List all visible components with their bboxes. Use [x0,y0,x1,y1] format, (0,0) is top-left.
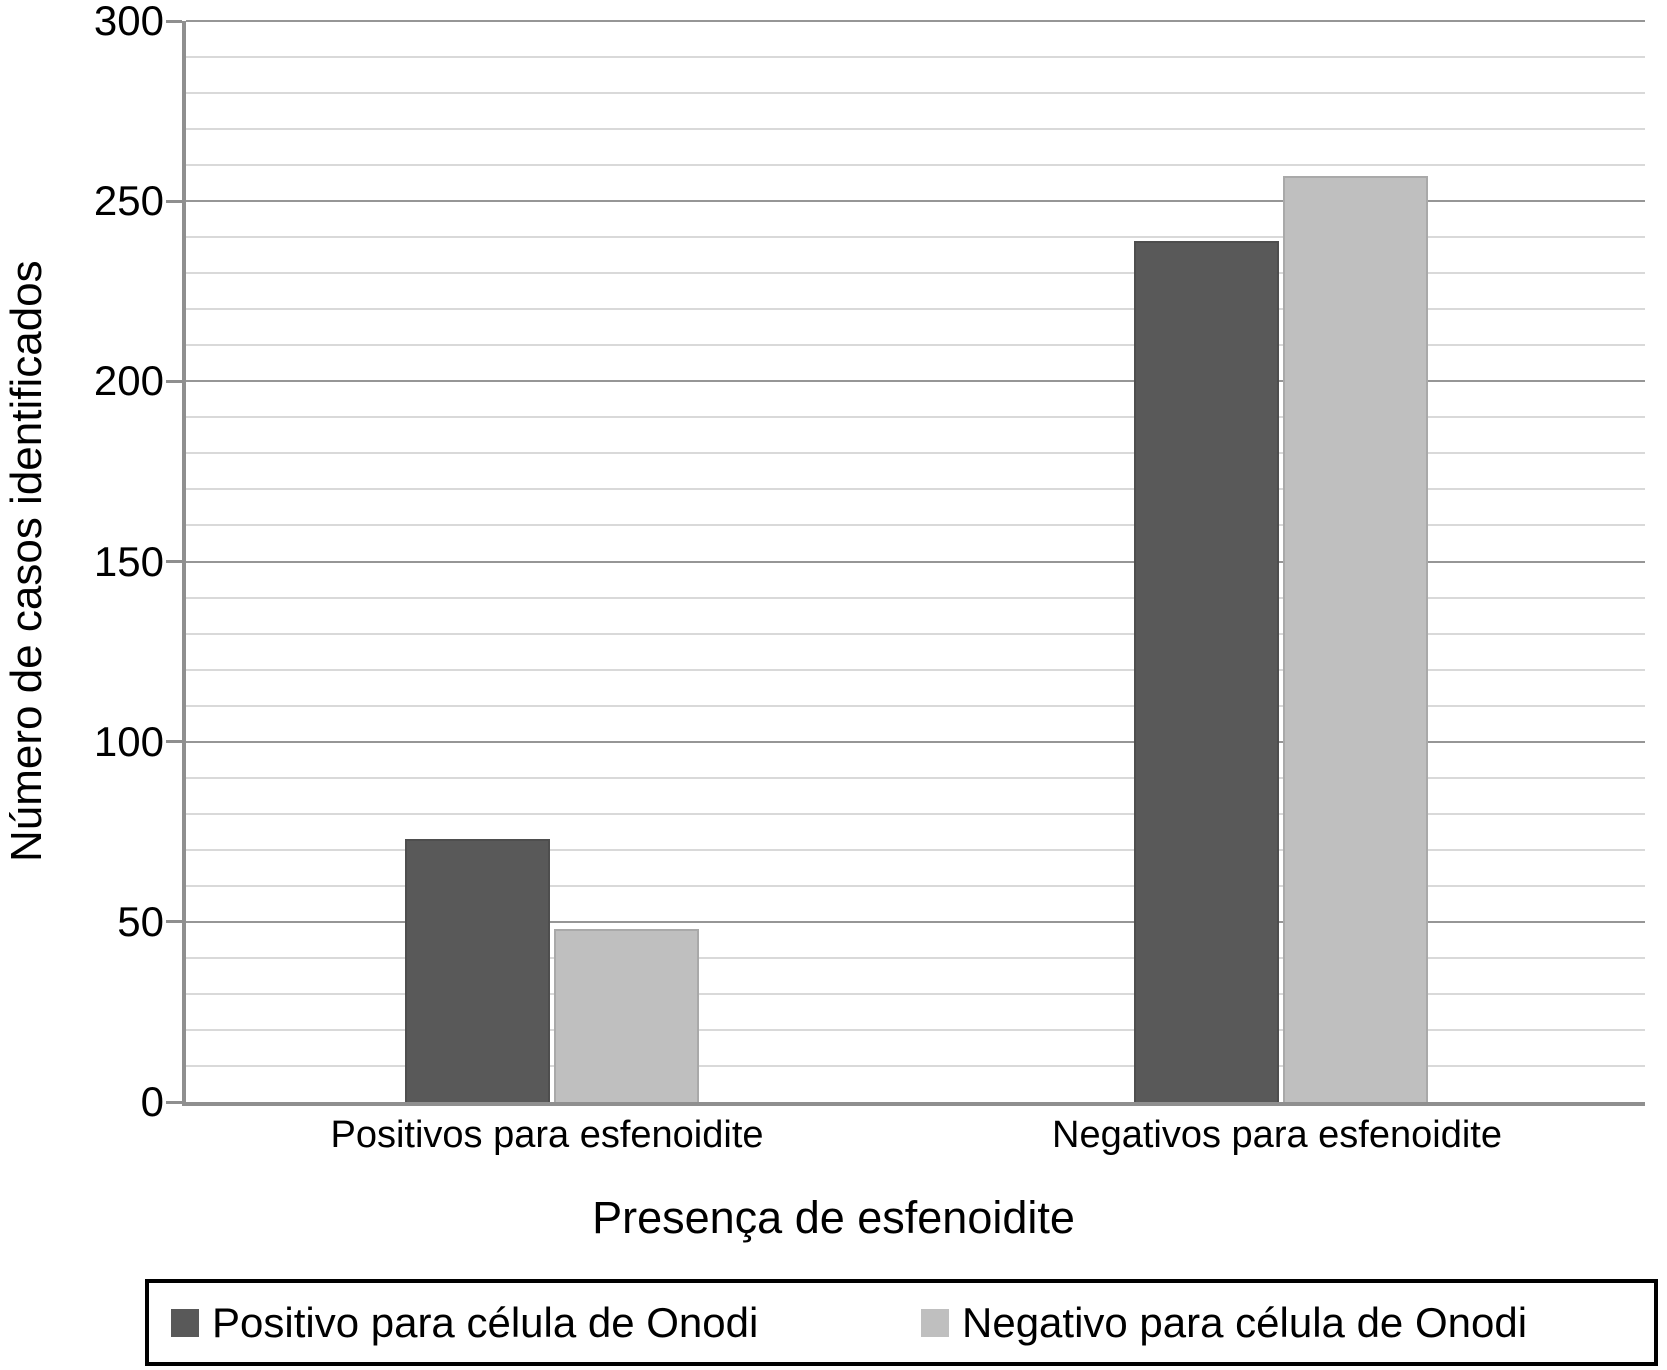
gridline-minor [186,308,1645,311]
bar-series1-category0 [553,929,699,1102]
y-tick-mark [166,199,182,203]
legend-swatch-negativo-onodi-icon [921,1308,949,1337]
gridline-major [186,200,1645,203]
gridline-minor [186,128,1645,131]
y-tick-label-100: 100 [93,717,164,765]
gridline-major [186,20,1645,22]
plot-area [182,20,1645,1106]
y-tick-label-0: 0 [140,1078,164,1125]
y-tick-mark [166,740,182,744]
gridline-minor [186,92,1645,95]
legend-label-positivo-onodi: Positivo para célula de Onodi [212,1298,759,1346]
gridline-minor [186,632,1645,635]
legend: Positivo para célula de Onodi Negativo p… [145,1279,1658,1366]
gridline-minor [186,956,1645,959]
gridline-minor [186,848,1645,851]
legend-label-negativo-onodi: Negativo para célula de Onodi [962,1298,1528,1346]
gridline-major [186,740,1645,743]
y-tick-label-50: 50 [117,897,164,945]
gridline-major [186,920,1645,923]
y-tick-mark [166,1100,182,1104]
y-tick-mark [166,920,182,924]
gridline-major [186,560,1645,563]
gridline-minor [186,596,1645,599]
gridline-minor [186,776,1645,779]
gridline-minor [186,524,1645,527]
x-axis-title: Presença de esfenoidite [592,1192,1075,1243]
gridline-minor [186,56,1645,59]
gridline-minor [186,884,1645,887]
gridline-minor [186,164,1645,167]
gridline-minor [186,812,1645,815]
y-tick-label-150: 150 [93,537,164,585]
gridline-minor [186,344,1645,347]
gridline-minor [186,452,1645,455]
legend-entry-positivo-onodi: Positivo para célula de Onodi [171,1298,759,1346]
x-category-label-positivos-esfenoidite: Positivos para esfenoidite [330,1114,764,1156]
gridline-minor [186,1064,1645,1067]
gridline-minor [186,704,1645,707]
gridline-minor [186,272,1645,275]
bar-series0-category1 [1134,241,1280,1102]
x-category-label-negativos-esfenoidite: Negativos para esfenoidite [1052,1114,1502,1156]
gridline-minor [186,488,1645,491]
y-tick-mark [166,19,182,23]
y-tick-mark [166,379,182,383]
gridline-minor [186,992,1645,995]
gridline-minor [186,236,1645,239]
y-tick-label-200: 200 [93,357,164,405]
y-tick-label-250: 250 [93,177,164,225]
y-tick-label-300: 300 [93,0,164,44]
bar-series0-category0 [404,839,550,1102]
bar-series1-category1 [1283,176,1429,1102]
gridline-minor [186,416,1645,419]
gridline-minor [186,668,1645,671]
gridline-minor [186,1028,1645,1031]
y-tick-mark [166,560,182,563]
legend-entry-negativo-onodi: Negativo para célula de Onodi [921,1298,1528,1346]
gridline-major [186,380,1645,383]
legend-swatch-positivo-onodi-icon [171,1308,199,1337]
